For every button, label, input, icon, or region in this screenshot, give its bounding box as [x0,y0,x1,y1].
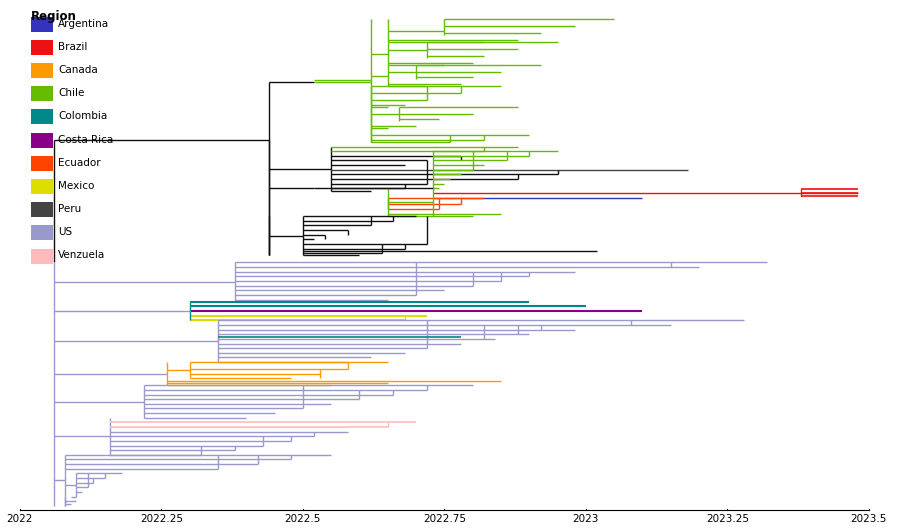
Text: Ecuador: Ecuador [58,158,101,168]
Text: US: US [58,227,72,238]
FancyBboxPatch shape [32,17,52,32]
FancyBboxPatch shape [32,179,52,194]
Text: Argentina: Argentina [58,19,110,29]
Text: Peru: Peru [58,204,82,214]
FancyBboxPatch shape [32,40,52,55]
Text: Colombia: Colombia [58,112,107,121]
Text: 2022.5: 2022.5 [284,514,321,524]
Text: 2023.5: 2023.5 [850,514,887,524]
Text: 2022.75: 2022.75 [423,514,466,524]
Text: Canada: Canada [58,65,98,75]
FancyBboxPatch shape [32,133,52,148]
FancyBboxPatch shape [32,86,52,101]
Text: 2023: 2023 [572,514,599,524]
Text: 2023.25: 2023.25 [706,514,749,524]
FancyBboxPatch shape [32,110,52,124]
Text: Mexico: Mexico [58,181,94,191]
FancyBboxPatch shape [32,225,52,240]
FancyBboxPatch shape [32,63,52,78]
Text: 2022.25: 2022.25 [140,514,183,524]
FancyBboxPatch shape [32,156,52,171]
FancyBboxPatch shape [32,202,52,217]
FancyBboxPatch shape [32,249,52,263]
Text: Brazil: Brazil [58,42,87,52]
Text: Chile: Chile [58,88,85,98]
Text: Venzuela: Venzuela [58,250,105,260]
Text: 2022: 2022 [6,514,33,524]
Text: Region: Region [32,10,77,23]
Text: Costa Rica: Costa Rica [58,134,113,144]
